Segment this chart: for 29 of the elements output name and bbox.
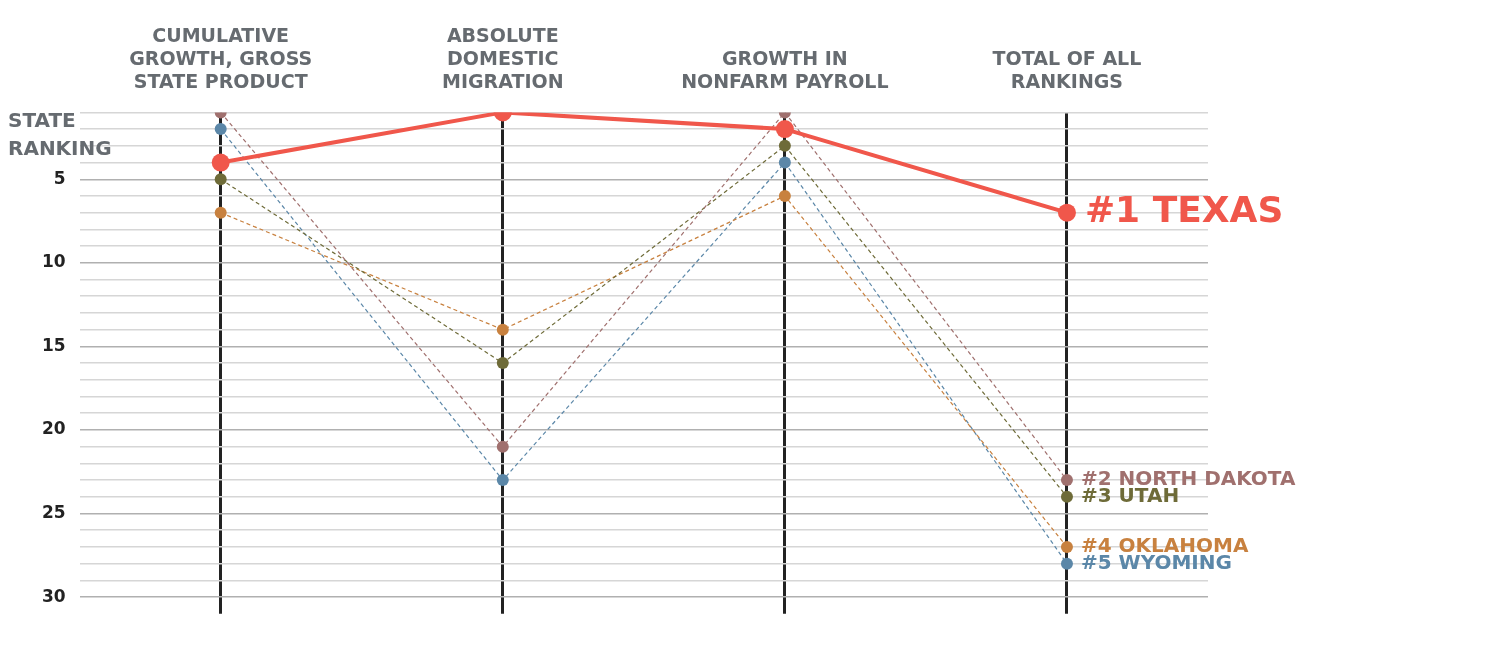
- y-tick-label: 5: [53, 167, 66, 188]
- point: [1060, 557, 1073, 570]
- x-tick-label: TOTAL OF ALL RANKINGS: [992, 47, 1142, 92]
- point: [778, 156, 791, 169]
- point: [496, 440, 509, 453]
- series-label: #1 TEXAS: [1084, 189, 1284, 231]
- x-tick-label: ABSOLUTE DOMESTIC MIGRATION: [442, 24, 564, 92]
- y-axis-title: STATE RANKING: [8, 107, 113, 162]
- point: [211, 153, 230, 172]
- point: [214, 123, 227, 136]
- y-tick-label: 25: [41, 501, 66, 522]
- point: [496, 474, 509, 487]
- point: [778, 189, 791, 202]
- point: [496, 357, 509, 370]
- point: [496, 323, 509, 336]
- point: [214, 173, 227, 186]
- point: [1060, 540, 1073, 553]
- point: [1057, 203, 1076, 222]
- x-tick-label: GROWTH IN NONFARM PAYROLL: [681, 47, 889, 92]
- point: [214, 206, 227, 219]
- y-tick-label: 30: [41, 585, 66, 606]
- point: [775, 120, 794, 139]
- y-tick-label: 15: [41, 334, 66, 355]
- y-tick-label: 20: [41, 418, 66, 439]
- y-tick-label: 10: [41, 251, 66, 272]
- point: [778, 139, 791, 152]
- point: [1060, 474, 1073, 487]
- x-tick-label: CUMULATIVE GROWTH, GROSS STATE PRODUCT: [129, 24, 313, 92]
- point: [1060, 490, 1073, 503]
